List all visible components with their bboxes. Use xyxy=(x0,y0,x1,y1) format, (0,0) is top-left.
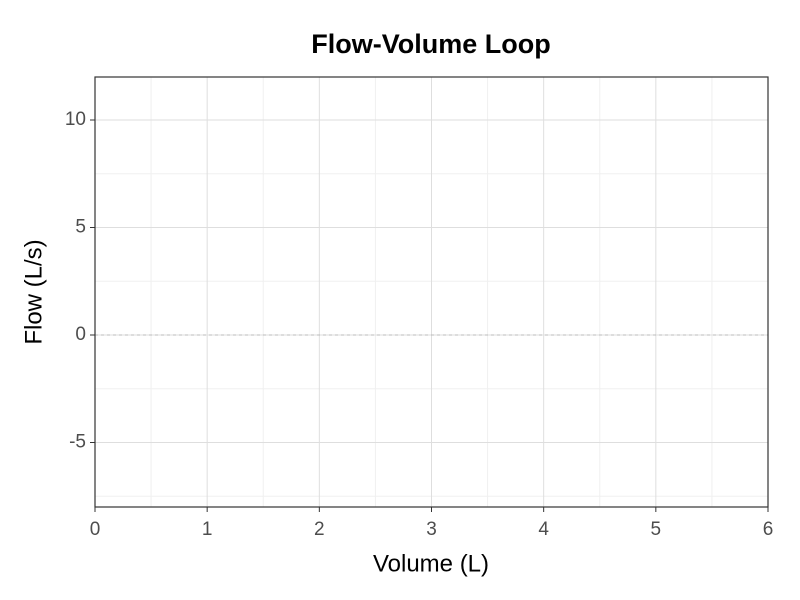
panel-border xyxy=(94,76,769,508)
x-tick-label: 6 xyxy=(763,519,774,540)
x-tick-label: 1 xyxy=(202,519,213,540)
y-tick-label: 10 xyxy=(65,109,86,130)
axes: -5 0 5 10 0 1 2 3 4 5 6 xyxy=(65,76,774,540)
grid xyxy=(94,77,769,507)
x-tick-label: 3 xyxy=(426,519,437,540)
x-tick-label: 5 xyxy=(651,519,662,540)
x-tick-label: 2 xyxy=(314,519,325,540)
y-tick-label: 5 xyxy=(75,217,86,238)
x-tick-label: 0 xyxy=(90,519,101,540)
y-tick-label: -5 xyxy=(69,432,86,453)
x-tick-label: 4 xyxy=(538,519,549,540)
y-axis-title: Flow (L/s) xyxy=(20,239,47,344)
chart-title: Flow-Volume Loop xyxy=(311,29,550,59)
y-tick-label: 0 xyxy=(75,324,86,345)
x-axis-title: Volume (L) xyxy=(373,550,489,577)
